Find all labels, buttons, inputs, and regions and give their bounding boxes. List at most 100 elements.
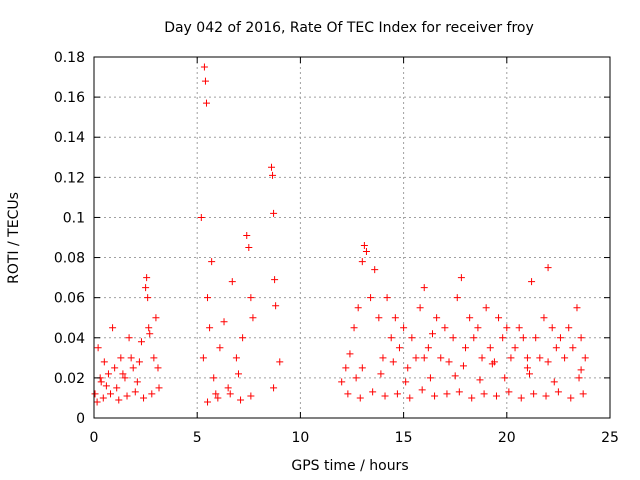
y-axis-title: ROTI / TECUs — [6, 192, 22, 284]
data-point — [144, 294, 152, 302]
data-point — [391, 314, 399, 322]
data-point — [369, 388, 377, 396]
data-point — [247, 294, 255, 302]
data-point — [91, 390, 99, 398]
data-point — [206, 324, 214, 332]
data-point — [544, 264, 552, 272]
data-point — [519, 334, 527, 342]
data-point — [418, 386, 426, 394]
data-point — [117, 354, 125, 362]
data-point — [119, 370, 127, 378]
data-point — [129, 364, 137, 372]
data-point — [216, 344, 224, 352]
data-point — [202, 99, 210, 107]
data-point — [451, 372, 459, 380]
data-point — [441, 324, 449, 332]
data-point — [569, 344, 577, 352]
data-point — [239, 334, 247, 342]
data-point — [420, 354, 428, 362]
data-point — [431, 392, 439, 400]
y-tick-label: 0.1 — [63, 210, 85, 226]
data-point — [575, 374, 583, 382]
data-point — [406, 394, 414, 402]
data-point — [400, 324, 408, 332]
data-point — [245, 244, 253, 252]
data-point — [515, 324, 523, 332]
data-point — [104, 370, 112, 378]
data-point — [140, 394, 148, 402]
data-point — [377, 370, 385, 378]
data-point — [408, 334, 416, 342]
plot-frame — [93, 56, 611, 419]
data-point — [346, 350, 354, 358]
data-point — [554, 388, 562, 396]
data-point — [145, 324, 153, 332]
data-point — [204, 294, 212, 302]
chart-title: Day 042 of 2016, Rate Of TEC Index for r… — [164, 20, 534, 36]
data-point — [268, 163, 276, 171]
data-point — [123, 392, 131, 400]
data-point — [210, 374, 218, 382]
data-point — [358, 258, 366, 266]
data-point — [360, 242, 368, 250]
data-point — [526, 370, 534, 378]
y-tick-label: 0.14 — [54, 130, 85, 146]
data-point — [528, 278, 536, 286]
data-point — [474, 324, 482, 332]
data-point — [542, 392, 550, 400]
data-point — [150, 354, 158, 362]
data-point — [224, 384, 232, 392]
data-point — [271, 276, 279, 284]
data-point — [127, 354, 135, 362]
data-point — [550, 378, 558, 386]
data-point — [505, 388, 513, 396]
data-point — [199, 354, 207, 362]
data-point — [455, 388, 463, 396]
data-point — [362, 248, 370, 256]
data-point — [457, 274, 465, 282]
data-point — [478, 354, 486, 362]
y-tick-label: 0.08 — [54, 251, 85, 267]
data-point — [517, 394, 525, 402]
data-point — [269, 171, 277, 179]
x-tick-label: 5 — [193, 430, 202, 446]
x-axis-title: GPS time / hours — [291, 458, 408, 474]
data-point — [371, 266, 379, 274]
data-point — [581, 354, 589, 362]
data-point — [404, 364, 412, 372]
data-point — [424, 344, 432, 352]
data-point — [152, 314, 160, 322]
data-point — [121, 374, 129, 382]
data-point — [249, 314, 257, 322]
data-point — [344, 390, 352, 398]
data-point — [507, 354, 515, 362]
data-point — [437, 354, 445, 362]
data-point — [577, 366, 585, 374]
data-point — [453, 294, 461, 302]
y-tick-label: 0.06 — [54, 291, 85, 307]
data-point — [115, 396, 123, 404]
data-point — [214, 394, 222, 402]
data-point — [342, 364, 350, 372]
data-point — [212, 390, 220, 398]
data-point — [389, 358, 397, 366]
y-tick-label: 0.04 — [54, 331, 85, 347]
data-point — [488, 360, 496, 368]
data-point — [459, 362, 467, 370]
data-point — [237, 396, 245, 404]
data-point — [200, 63, 208, 71]
data-point — [470, 334, 478, 342]
data-point — [416, 304, 424, 312]
data-point — [383, 294, 391, 302]
data-point — [270, 209, 278, 217]
data-point — [232, 354, 240, 362]
data-point — [395, 344, 403, 352]
data-point — [530, 390, 538, 398]
data-point — [428, 330, 436, 338]
data-point — [367, 294, 375, 302]
data-point — [573, 304, 581, 312]
y-tick-label: 0.18 — [54, 50, 85, 66]
data-point — [204, 398, 212, 406]
data-point — [548, 324, 556, 332]
